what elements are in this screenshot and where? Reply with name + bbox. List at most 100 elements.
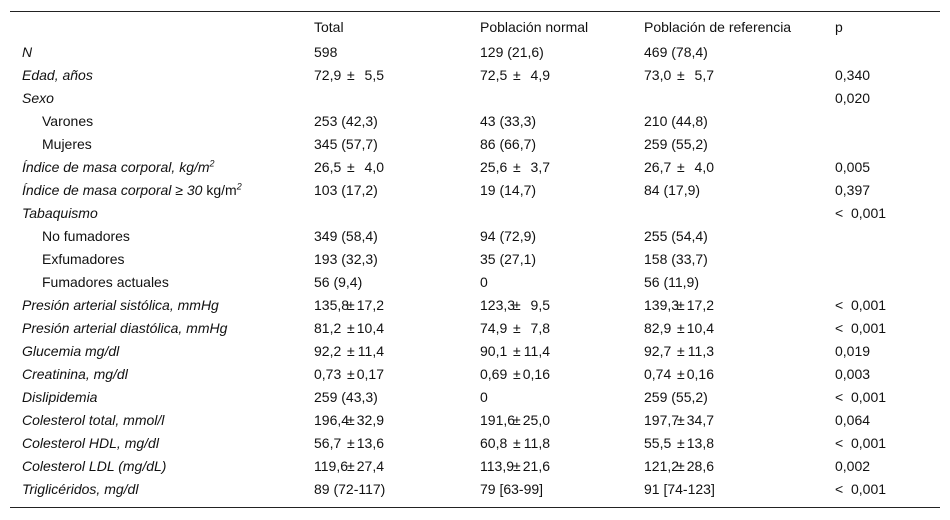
header-total: Total	[314, 19, 344, 35]
table-cell: 129 (21,6)	[480, 41, 544, 64]
cell-mean: 139,3	[644, 297, 680, 313]
cell-sd: 10,4	[356, 320, 384, 336]
cell-value: 19 (14,7)	[480, 182, 537, 198]
top-rule	[10, 11, 940, 12]
plus-minus-sign: ±	[677, 159, 685, 175]
row-label: Tabaquismo	[22, 202, 98, 225]
cell-sd: 21,6	[522, 458, 550, 474]
table-row: Glucemia mg/dl 92,2 ±11,4 90,1 ±11,4 92,7 ±11,…	[0, 340, 950, 363]
row-label: Creatinina, mg/dl	[22, 363, 128, 386]
cell-sd: 17,2	[356, 297, 384, 313]
cell-mean: 197,7	[644, 412, 680, 428]
p-value-number: 0,020	[835, 90, 871, 106]
row-label-text: Glucemia mg/dl	[22, 343, 120, 359]
cell-sd: 11,4	[523, 343, 550, 359]
cell-sd: 13,6	[356, 435, 384, 451]
p-value-number: 0,064	[835, 412, 871, 428]
table-row: N 598 129 (21,6) 469 (78,4)	[0, 41, 950, 64]
table-cell: 119,6 ±27,4	[314, 455, 384, 478]
table-row: Fumadores actuales 56 (9,4) 0 56 (11,9)	[0, 271, 950, 294]
plus-minus-sign: ±	[347, 159, 355, 175]
cell-mean: 26,7	[644, 159, 672, 175]
table-cell: 92,7 ±11,3	[644, 340, 714, 363]
table-row: Colesterol HDL, mg/dl 56,7 ±13,6 60,8 ±11,8 5…	[0, 432, 950, 455]
cell-mean: 92,7	[644, 343, 672, 359]
row-label-text: Creatinina, mg/dl	[22, 366, 128, 382]
cell-mean: 90,1	[480, 343, 508, 359]
plus-minus-sign: ±	[513, 412, 521, 428]
cell-sd: 4,9	[530, 67, 550, 83]
plus-minus-sign: ±	[347, 297, 355, 313]
row-label-text: Edad, años	[22, 67, 93, 83]
cell-value: 103 (17,2)	[314, 182, 378, 198]
cell-value: 94 (72,9)	[480, 228, 537, 244]
p-value: 0,340	[835, 64, 870, 87]
row-label: Exfumadores	[42, 248, 124, 271]
table-cell: 255 (54,4)	[644, 225, 708, 248]
cell-sd: 5,7	[694, 67, 714, 83]
table-cell: 26,7 ±4,0	[644, 156, 714, 179]
cell-sd: 34,7	[686, 412, 714, 428]
table-cell: 197,7 ±34,7	[644, 409, 714, 432]
table-cell: 598	[314, 41, 337, 64]
row-label: Índice de masa corporal, kg/m2	[22, 156, 215, 179]
header-row: Total Población normal Población de refe…	[0, 16, 950, 39]
table-row: Dislipidemia 259 (43,3) 0 259 (55,2) <0,001	[0, 386, 950, 409]
table-cell: 0,69 ±0,16	[480, 363, 550, 386]
cell-sd: 0,17	[356, 366, 384, 382]
cell-value: 56 (9,4)	[314, 274, 363, 290]
table-cell: 469 (78,4)	[644, 41, 708, 64]
p-value: 0,397	[835, 179, 870, 202]
table-row: No fumadores 349 (58,4) 94 (72,9) 255 (54,4…	[0, 225, 950, 248]
plus-minus-sign: ±	[677, 343, 685, 359]
table-row: Colesterol LDL (mg/dL) 119,6 ±27,4 113,9 ±21…	[0, 455, 950, 478]
table-row: Triglicéridos, mg/dl 89 (72-117) 79 [63-99…	[0, 478, 950, 501]
plus-minus-sign: ±	[677, 458, 685, 474]
cell-mean: 60,8	[480, 435, 508, 451]
row-label: No fumadores	[42, 225, 130, 248]
cell-mean: 74,9	[480, 320, 508, 336]
cell-value: 89 (72-117)	[314, 481, 386, 497]
p-value: 0,064	[835, 409, 870, 432]
row-label: Presión arterial diastólica, mmHg	[22, 317, 227, 340]
table-cell: 0	[480, 386, 488, 409]
table-cell: 253 (42,3)	[314, 110, 378, 133]
cell-sd: 13,8	[686, 435, 714, 451]
cell-value: 86 (66,7)	[480, 136, 537, 152]
cell-value: 259 (43,3)	[314, 389, 378, 405]
row-label-text: Índice de masa corporal ≥ 30	[22, 182, 203, 198]
p-value-number: 0,001	[851, 297, 887, 313]
cell-value: 0	[480, 274, 488, 290]
p-value-number: 0,005	[835, 159, 871, 175]
p-value-number: 0,003	[835, 366, 871, 382]
row-label: Edad, años	[22, 64, 93, 87]
table-cell: 56,7 ±13,6	[314, 432, 384, 455]
table-row: Presión arterial sistólica, mmHg 135,8 ±17…	[0, 294, 950, 317]
table-cell: 0,74 ±0,16	[644, 363, 714, 386]
row-label: Dislipidemia	[22, 386, 97, 409]
cell-mean: 123,3	[480, 297, 516, 313]
plus-minus-sign: ±	[513, 67, 521, 83]
row-label: Glucemia mg/dl	[22, 340, 119, 363]
plus-minus-sign: ±	[677, 366, 685, 382]
p-value-number: 0,001	[851, 205, 887, 221]
cell-value: 255 (54,4)	[644, 228, 708, 244]
table-cell: 91 [74-123]	[644, 478, 715, 501]
cell-value: 129 (21,6)	[480, 44, 544, 60]
p-value: 0,020	[835, 87, 870, 110]
p-value: 0,019	[835, 340, 870, 363]
table-cell: 259 (43,3)	[314, 386, 378, 409]
row-label: Presión arterial sistólica, mmHg	[22, 294, 219, 317]
table-cell: 0,73 ±0,17	[314, 363, 384, 386]
table-cell: 94 (72,9)	[480, 225, 536, 248]
cell-mean: 196,4	[314, 412, 350, 428]
plus-minus-sign: ±	[513, 435, 521, 451]
header-reference: Población de referencia	[644, 19, 792, 35]
table-cell: 89 (72-117)	[314, 478, 385, 501]
row-label-text: Colesterol LDL (mg/dL)	[22, 458, 167, 474]
row-label-unit: kg/m	[202, 182, 237, 198]
row-label-text: Dislipidemia	[22, 389, 98, 405]
row-label: Colesterol LDL (mg/dL)	[22, 455, 166, 478]
cell-value: 193 (32,3)	[314, 251, 378, 267]
table-cell: 25,6 ±3,7	[480, 156, 550, 179]
